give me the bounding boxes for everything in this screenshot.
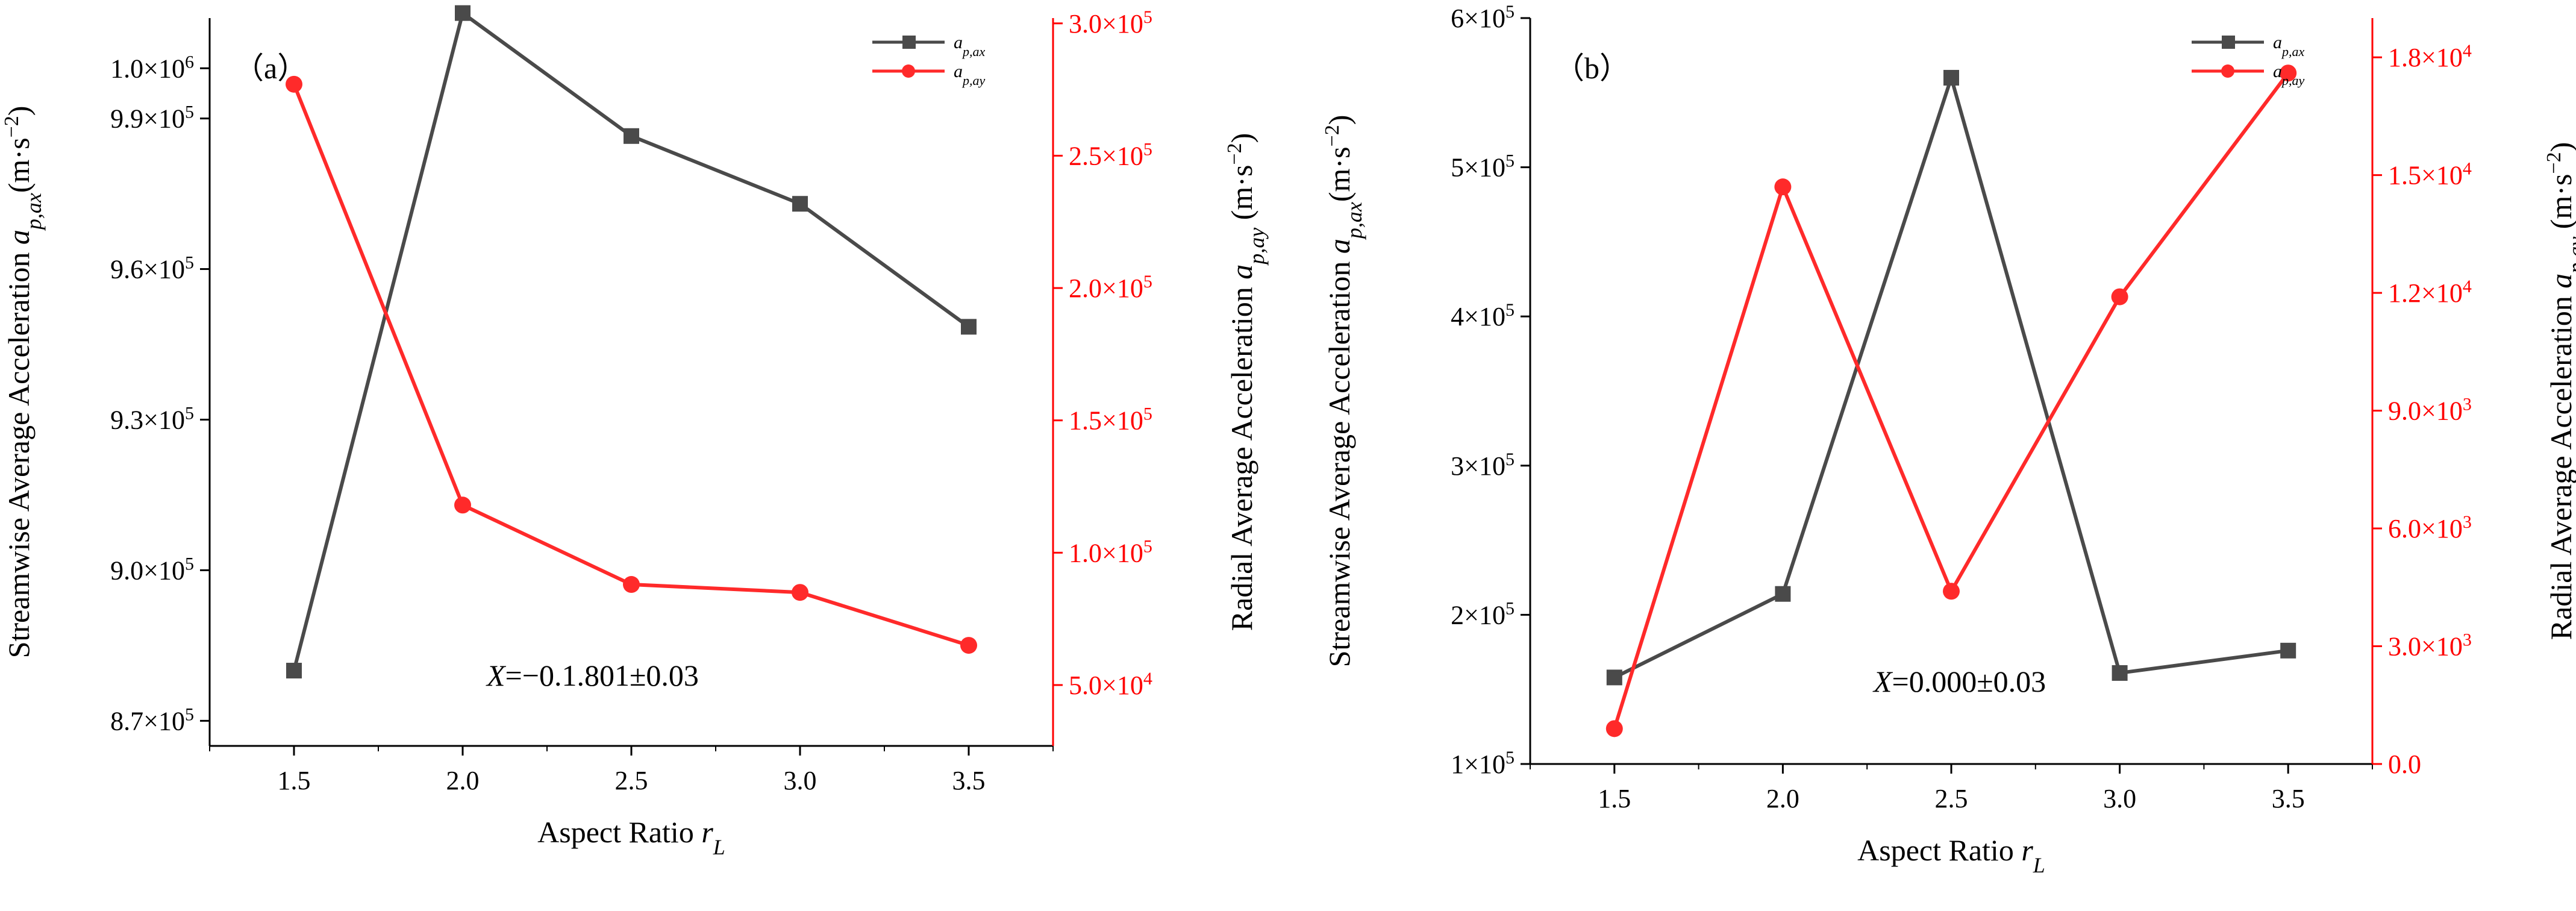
y-left-tick-label: 3×105 [1451, 449, 1515, 481]
series-line-ay [1612, 72, 2290, 730]
data-point-ay [623, 576, 640, 593]
x-tick-label: 2.5 [1935, 784, 1968, 813]
y-right-tick-label: 1.5×104 [2388, 158, 2472, 190]
y-right-tick-label: 5.0×104 [1069, 668, 1152, 700]
data-point-ay [960, 637, 977, 654]
y-left-tick-label: 9.6×105 [110, 252, 194, 284]
legend-label: ap,ay [954, 61, 986, 88]
y-left-axis-title: Streamwise Average Acceleration ap,ax(m·… [1, 106, 46, 659]
y-right-tick-label: 1.2×104 [2388, 277, 2472, 308]
legend-label: ap,ax [954, 33, 986, 59]
y-left-tick-label: 6×105 [1451, 2, 1515, 34]
data-point-ax [2112, 665, 2128, 681]
data-point-ay [454, 496, 471, 514]
y-right-axis-title: Radial Average Acceleration ap,ay (m·s−2… [1224, 133, 1269, 631]
x-tick-label: 3.0 [784, 766, 817, 795]
panel-label: （b） [1554, 51, 1630, 85]
chart-panel-b: 1.5 2.0 2.5 3.0 3.5 1×105 2×105 3×105 4×105 5×105… [1321, 2, 2576, 878]
y-right-tick-label: 2.0×105 [1069, 272, 1152, 304]
data-point-ay [286, 75, 302, 93]
x-tick-label: 3.5 [952, 766, 986, 795]
y-right-tick-label: 3.0×105 [1069, 7, 1152, 39]
y-left-tick-label: 9.3×105 [110, 403, 194, 435]
data-point-ay [792, 584, 808, 601]
y-left-tick-label: 1×105 [1451, 748, 1515, 780]
legend-marker [902, 64, 915, 78]
y-right-axis-title: Radial Average Acceleration ap,ay (m·s−2… [2543, 142, 2576, 640]
series-line-ay [292, 83, 969, 647]
chart-panel-a: 1.5 2.0 2.5 3.0 3.5 8.7×105 9.0×105 9.3×105 9.6×… [1, 5, 1269, 859]
y-right-tick-label: 1.8×104 [2388, 41, 2472, 73]
data-point-ax [286, 663, 302, 679]
x-tick-label: 2.5 [615, 766, 648, 795]
data-point-ax [455, 5, 470, 21]
y-left-tick-label: 1.0×106 [110, 52, 194, 84]
x-tick-label: 2.0 [1766, 784, 1799, 813]
series-line-ax [292, 10, 970, 671]
y-left-tick-label: 2×105 [1451, 598, 1515, 630]
data-point-ax [1775, 586, 1791, 602]
legend-label: ap,ay [2273, 61, 2305, 88]
y-right-tick-label: 1.0×105 [1069, 536, 1152, 568]
x-tick-label: 1.5 [1598, 784, 1631, 813]
x-tick-label: 2.0 [446, 766, 480, 795]
x-axis-title: Aspect Ratio rL [537, 815, 725, 859]
y-right-tick-label: 6.0×103 [2388, 512, 2472, 544]
y-right-tick-label: 3.0×103 [2388, 630, 2472, 662]
data-point-ax [961, 319, 977, 335]
x-tick-label: 3.5 [2272, 784, 2305, 813]
condition-annotation: X=−0.1.801±0.03 [486, 659, 699, 692]
x-tick-label: 1.5 [278, 766, 311, 795]
data-point-ax [1943, 70, 1959, 86]
legend-marker [2222, 36, 2235, 49]
data-point-ay [2280, 64, 2297, 82]
x-axis-title: Aspect Ratio rL [1857, 833, 2045, 877]
y-right-tick-label: 0.0 [2388, 750, 2421, 779]
y-left-tick-label: 8.7×105 [110, 704, 194, 736]
panel-label: （a） [234, 51, 307, 85]
y-left-tick-label: 4×105 [1451, 300, 1515, 332]
y-left-tick-label: 9.0×105 [110, 554, 194, 586]
data-point-ay [1943, 583, 1960, 600]
y-right-tick-label: 2.5×105 [1069, 139, 1152, 171]
data-point-ax [2280, 642, 2296, 659]
legend-label: ap,ax [2273, 33, 2305, 59]
data-point-ax [624, 128, 639, 144]
data-point-ay [2111, 288, 2128, 305]
data-point-ay [1774, 178, 1792, 196]
y-left-tick-label: 9.9×105 [110, 102, 194, 134]
data-point-ax [792, 196, 808, 212]
condition-annotation: X=0.000±0.03 [1872, 665, 2046, 698]
y-left-axis-title: Streamwise Average Acceleration ap,ax(m·… [1321, 115, 1367, 668]
legend-marker [2221, 64, 2234, 78]
legend-marker [902, 36, 916, 49]
data-point-ay [1605, 720, 1623, 737]
data-point-ax [1606, 669, 1622, 686]
y-left-tick-label: 5×105 [1451, 151, 1515, 183]
x-tick-label: 3.0 [2103, 784, 2136, 813]
y-right-tick-label: 9.0×103 [2388, 394, 2472, 426]
y-right-tick-label: 1.5×105 [1069, 404, 1152, 436]
